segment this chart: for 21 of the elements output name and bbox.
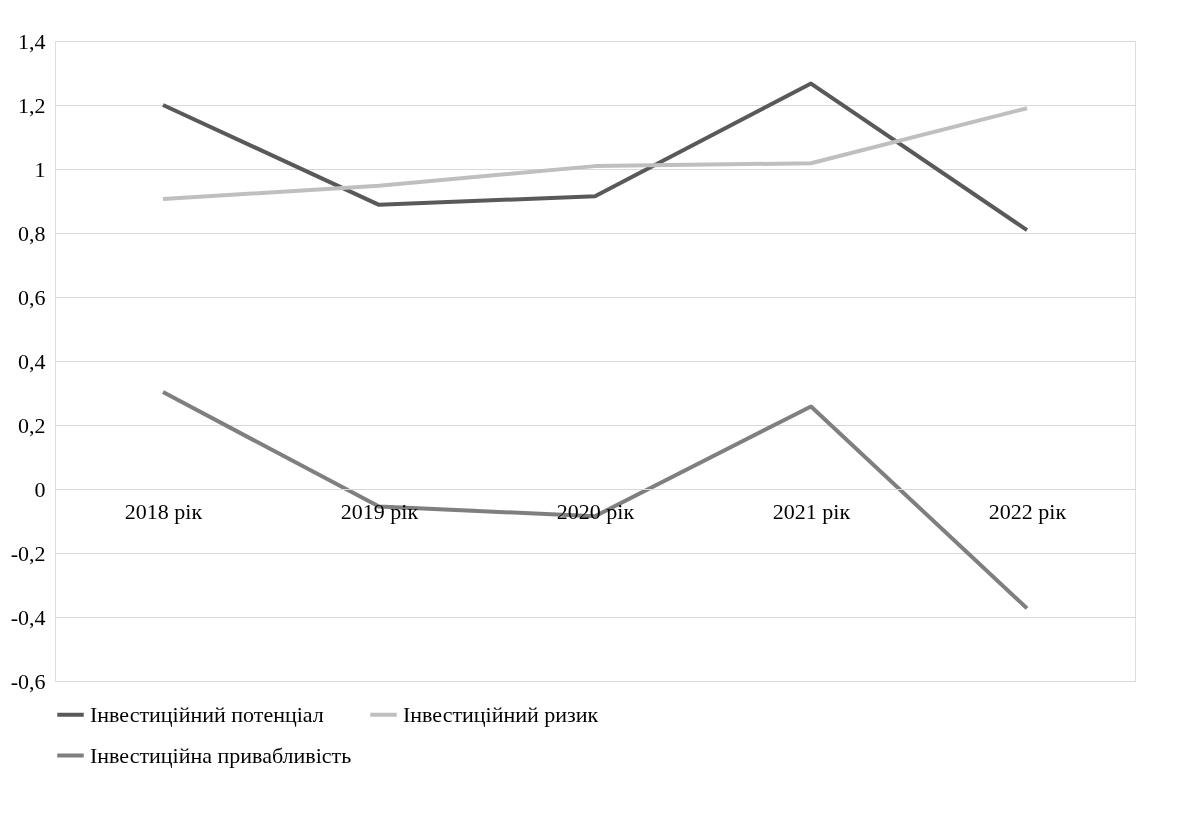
y-tick-label: 0,2 bbox=[18, 412, 46, 438]
y-tick-label: -0,6 bbox=[10, 668, 46, 694]
line-series bbox=[161, 81, 1029, 233]
y-tick-label: 0,4 bbox=[18, 348, 46, 374]
line-series bbox=[161, 106, 1029, 202]
x-tick-label: 2021 рік bbox=[772, 498, 851, 524]
y-tick-label: 1,2 bbox=[18, 92, 46, 118]
y-tick-label: 0 bbox=[34, 476, 46, 502]
y-tick-label: 0,8 bbox=[18, 220, 46, 246]
legend-label: Інвестиційна привабливість bbox=[90, 742, 352, 768]
x-tick-label: 2020 рік bbox=[556, 498, 635, 524]
legend-label: Інвестиційний потенціал bbox=[90, 701, 324, 727]
y-tick-label: 0,6 bbox=[18, 284, 46, 310]
x-tick-label: 2018 рік bbox=[124, 498, 203, 524]
legend-label: Інвестиційний ризик bbox=[403, 701, 599, 727]
y-tick-label: 1 bbox=[34, 156, 46, 182]
x-tick-label: 2022 рік bbox=[988, 498, 1067, 524]
y-tick-label: 1,4 bbox=[18, 28, 46, 54]
x-tick-label: 2019 рік bbox=[340, 498, 419, 524]
y-tick-label: -0,2 bbox=[10, 540, 46, 566]
y-tick-label: -0,4 bbox=[10, 604, 46, 630]
